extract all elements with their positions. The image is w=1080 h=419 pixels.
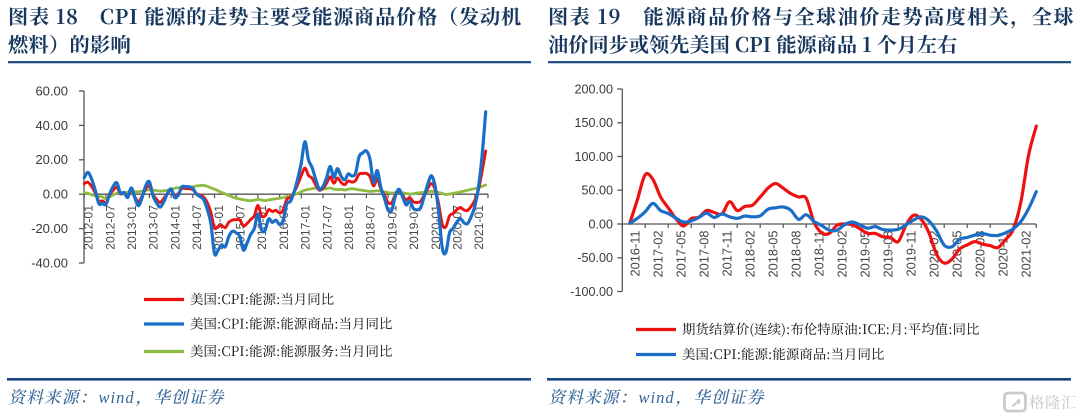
svg-text:2019-07: 2019-07 xyxy=(407,205,421,250)
svg-text:2017-05: 2017-05 xyxy=(673,231,688,278)
svg-text:2018-11: 2018-11 xyxy=(811,231,826,277)
svg-text:2017-08: 2017-08 xyxy=(696,231,711,278)
svg-text:2016-07: 2016-07 xyxy=(277,205,291,250)
svg-text:wind: wind xyxy=(639,388,675,407)
svg-text:2013-07: 2013-07 xyxy=(147,205,161,250)
svg-text:2018-02: 2018-02 xyxy=(742,231,757,278)
svg-text:60.00: 60.00 xyxy=(35,83,68,98)
svg-text:2020-11: 2020-11 xyxy=(995,231,1010,277)
svg-text:-40.00: -40.00 xyxy=(31,255,68,270)
svg-text:2012-07: 2012-07 xyxy=(103,205,117,250)
svg-text:wind: wind xyxy=(99,388,135,407)
svg-text:200.00: 200.00 xyxy=(574,82,613,96)
svg-text:2018-05: 2018-05 xyxy=(765,231,780,278)
svg-text:20.00: 20.00 xyxy=(35,152,68,167)
svg-text:2020-08: 2020-08 xyxy=(972,231,987,278)
svg-text:2014-07: 2014-07 xyxy=(190,205,204,250)
svg-text:2016-11: 2016-11 xyxy=(627,231,642,277)
svg-text:2020-07: 2020-07 xyxy=(451,205,465,250)
svg-text:2018-08: 2018-08 xyxy=(788,231,803,278)
svg-text:2012-01: 2012-01 xyxy=(82,205,96,250)
svg-text:0.00: 0.00 xyxy=(588,217,613,231)
svg-text:2017-11: 2017-11 xyxy=(719,231,734,277)
svg-text:-100.00: -100.00 xyxy=(570,285,613,299)
svg-text:-50.00: -50.00 xyxy=(577,251,613,265)
svg-text:2019-11: 2019-11 xyxy=(903,231,918,277)
svg-text:2017-01: 2017-01 xyxy=(299,205,313,250)
svg-text:2020-02: 2020-02 xyxy=(926,231,941,278)
svg-text:2021-02: 2021-02 xyxy=(1018,231,1033,278)
svg-text:2015-07: 2015-07 xyxy=(234,205,248,250)
svg-text:2021-01: 2021-01 xyxy=(472,205,486,250)
svg-text:150.00: 150.00 xyxy=(574,116,613,130)
svg-text:2019-08: 2019-08 xyxy=(880,231,895,278)
svg-text:100.00: 100.00 xyxy=(574,150,613,164)
svg-text:2019-02: 2019-02 xyxy=(834,231,849,278)
svg-text:2019-05: 2019-05 xyxy=(857,231,872,278)
svg-text:2019-01: 2019-01 xyxy=(385,205,399,250)
svg-text:2014-01: 2014-01 xyxy=(168,205,182,250)
svg-text:2018-01: 2018-01 xyxy=(342,205,356,250)
svg-text:50.00: 50.00 xyxy=(581,184,613,198)
svg-text:0.00: 0.00 xyxy=(43,187,68,202)
svg-text:40.00: 40.00 xyxy=(35,118,68,133)
svg-text:2018-07: 2018-07 xyxy=(364,205,378,250)
svg-text:-20.00: -20.00 xyxy=(31,221,68,236)
svg-text:2017-07: 2017-07 xyxy=(320,205,334,250)
svg-text:2013-01: 2013-01 xyxy=(125,205,139,250)
svg-text:2017-02: 2017-02 xyxy=(650,231,665,278)
